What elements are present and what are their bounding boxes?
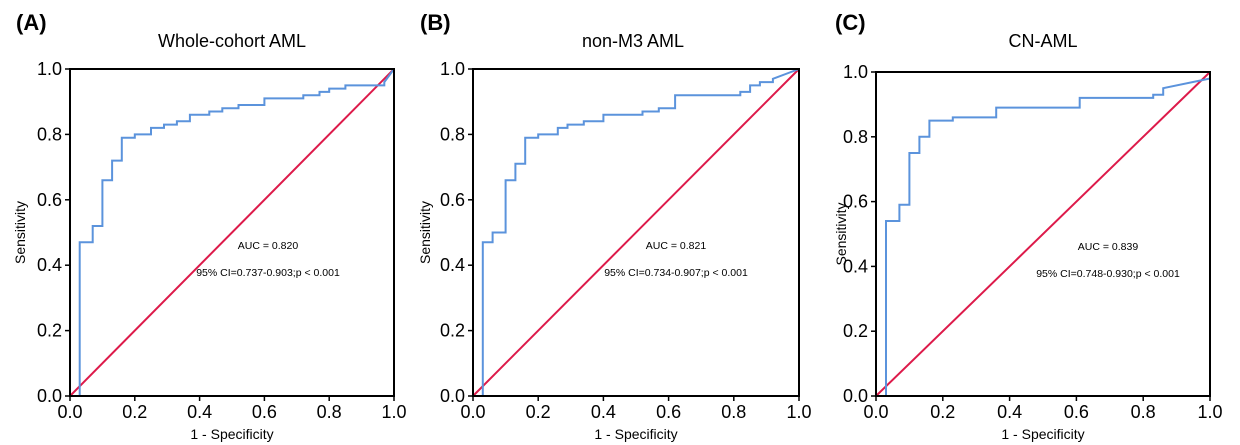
panel-title: Whole-cohort AML — [158, 31, 306, 51]
y-tick-label: 0.0 — [37, 386, 62, 406]
y-tick-label: 1.0 — [843, 62, 868, 82]
x-tick-label: 0.6 — [1064, 402, 1089, 422]
x-tick-label: 1.0 — [1197, 402, 1222, 422]
y-tick-label: 0.6 — [440, 190, 465, 210]
x-tick-label: 0.4 — [591, 402, 616, 422]
auc-annotation: AUC = 0.821 — [646, 240, 707, 252]
x-tick-label: 0.0 — [863, 402, 888, 422]
x-tick-label: 0.0 — [460, 402, 485, 422]
panel-letter: (A) — [16, 10, 47, 35]
y-tick-label: 0.2 — [440, 321, 465, 341]
x-tick-label: 1.0 — [381, 402, 406, 422]
y-tick-label: 0.2 — [843, 321, 868, 341]
y-tick-label: 0.2 — [37, 321, 62, 341]
plot-frame — [69, 68, 395, 397]
ci-annotation: 95% CI=0.737-0.903;p < 0.001 — [196, 267, 340, 279]
ci-annotation: 95% CI=0.748-0.930;p < 0.001 — [1036, 268, 1180, 280]
y-tick-label: 0.6 — [843, 192, 868, 212]
y-axis-label: Sensitivity — [417, 201, 433, 264]
x-tick-label: 1.0 — [786, 402, 811, 422]
reference-line — [69, 68, 395, 397]
x-tick-label: 0.2 — [122, 402, 147, 422]
x-tick-label: 0.6 — [252, 402, 277, 422]
y-tick-label: 0.8 — [37, 124, 62, 144]
x-tick-label: 0.2 — [930, 402, 955, 422]
reference-line — [472, 68, 800, 397]
y-tick-label: 0.4 — [37, 255, 62, 275]
y-axis-label: Sensitivity — [833, 202, 849, 265]
panel-title: CN-AML — [1008, 31, 1077, 51]
reference-line — [875, 71, 1211, 397]
panel-title: non-M3 AML — [582, 31, 684, 51]
y-tick-label: 0.4 — [440, 255, 465, 275]
y-tick-label: 1.0 — [37, 59, 62, 79]
x-tick-label: 0.2 — [526, 402, 551, 422]
x-tick-label: 0.8 — [721, 402, 746, 422]
x-tick-label: 0.8 — [317, 402, 342, 422]
y-tick-label: 0.4 — [843, 256, 868, 276]
y-tick-label: 0.6 — [37, 190, 62, 210]
x-tick-label: 0.4 — [997, 402, 1022, 422]
x-tick-label: 0.8 — [1131, 402, 1156, 422]
y-tick-label: 1.0 — [440, 59, 465, 79]
x-tick-label: 0.6 — [656, 402, 681, 422]
x-axis-label: 1 - Specificity — [190, 426, 273, 442]
plot-frame — [875, 71, 1211, 397]
y-axis-label: Sensitivity — [12, 201, 28, 264]
x-tick-label: 0.0 — [57, 402, 82, 422]
ci-annotation: 95% CI=0.734-0.907;p < 0.001 — [604, 267, 748, 279]
y-tick-label: 0.8 — [440, 124, 465, 144]
y-tick-label: 0.0 — [440, 386, 465, 406]
x-axis-label: 1 - Specificity — [594, 426, 677, 442]
auc-annotation: AUC = 0.820 — [238, 240, 299, 252]
roc-curve — [70, 68, 395, 397]
y-tick-label: 0.8 — [843, 127, 868, 147]
y-tick-label: 0.0 — [843, 386, 868, 406]
panel-letter: (C) — [835, 10, 866, 35]
x-axis-label: 1 - Specificity — [1001, 426, 1084, 442]
plot-frame — [472, 68, 800, 397]
auc-annotation: AUC = 0.839 — [1078, 241, 1139, 253]
roc-curve — [876, 77, 1211, 397]
panel-letter: (B) — [420, 10, 451, 35]
x-tick-label: 0.4 — [187, 402, 212, 422]
roc-curve — [473, 68, 800, 397]
